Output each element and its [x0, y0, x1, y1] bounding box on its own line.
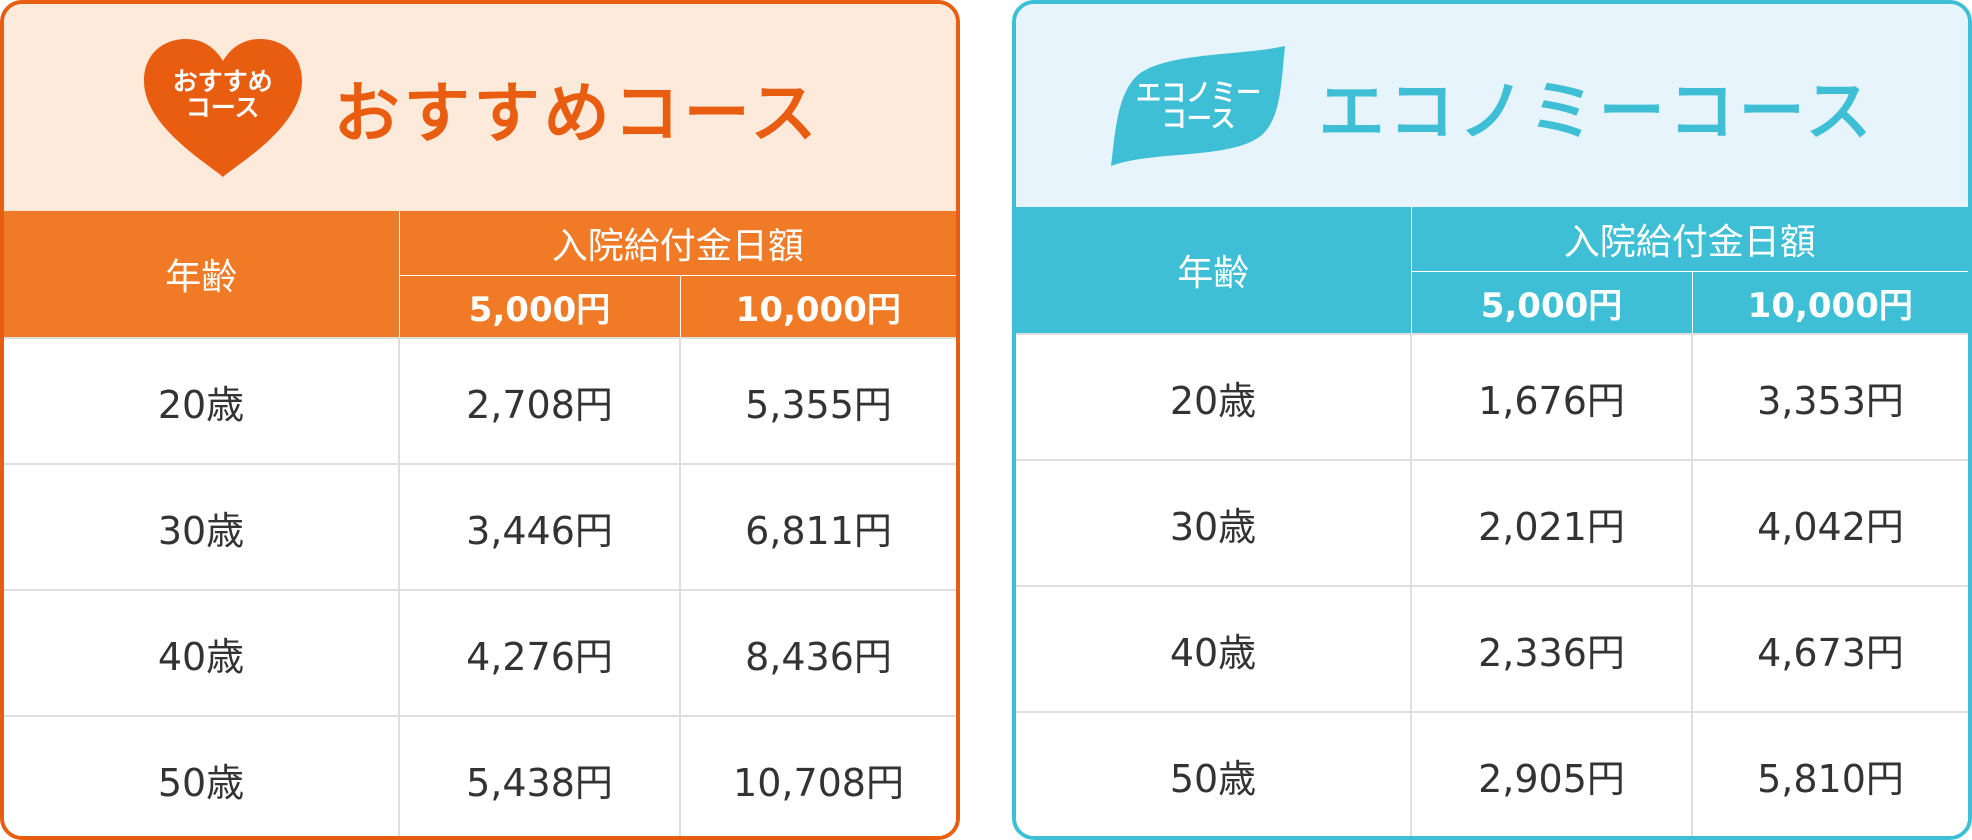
- recommended-course-header: おすすめ コース おすすめコース: [4, 4, 956, 211]
- table-row: 50歳 2,905円 5,810円: [1016, 711, 1968, 836]
- age-cell: 40歳: [1016, 585, 1412, 713]
- premium-5000-cell: 2,336円: [1410, 585, 1693, 713]
- economy-premium-table: 年齢 入院給付金日額 5,000円 10,000円 20歳 1,676円 3,3…: [1016, 207, 1968, 836]
- recommended-premium-table: 年齢 入院給付金日額 5,000円 10,000円 20歳 2,708円 5,3…: [4, 211, 956, 836]
- premium-10000-cell: 6,811円: [678, 463, 956, 591]
- age-cell: 20歳: [4, 337, 400, 465]
- age-cell: 30歳: [1016, 459, 1412, 587]
- premium-10000-cell: 5,810円: [1690, 711, 1968, 836]
- badge-label-line1: おすすめ: [172, 66, 273, 96]
- premium-5000-cell: 4,276円: [398, 589, 681, 717]
- premium-10000-cell: 5,355円: [678, 337, 956, 465]
- amount-10000-header: 10,000円: [1691, 270, 1968, 335]
- premium-5000-cell: 1,676円: [1410, 333, 1693, 461]
- badge-label-line2: コース: [1161, 103, 1236, 133]
- premium-10000-cell: 8,436円: [678, 589, 956, 717]
- age-column-header: 年齢: [4, 211, 400, 339]
- economy-course-card: エコノミー コース エコノミーコース 年齢 入院給付金日額 5,000円 10,…: [1012, 0, 1972, 840]
- premium-10000-cell: 4,673円: [1690, 585, 1968, 713]
- benefit-column-header: 入院給付金日額: [1410, 207, 1968, 272]
- age-column-header: 年齢: [1016, 207, 1412, 335]
- table-row: 30歳 2,021円 4,042円: [1016, 459, 1968, 587]
- table-row: 40歳 2,336円 4,673円: [1016, 585, 1968, 713]
- amount-5000-header: 5,000円: [1410, 270, 1693, 335]
- table-row: 40歳 4,276円 8,436円: [4, 589, 956, 717]
- table-row: 20歳 1,676円 3,353円: [1016, 333, 1968, 461]
- table-row: 50歳 5,438円 10,708円: [4, 715, 956, 836]
- recommended-course-title: おすすめコース: [333, 74, 821, 152]
- premium-10000-cell: 10,708円: [678, 715, 956, 836]
- amount-10000-header: 10,000円: [679, 274, 956, 339]
- economy-course-title: エコノミーコース: [1318, 72, 1876, 150]
- age-cell: 50歳: [1016, 711, 1412, 836]
- age-cell: 40歳: [4, 589, 400, 717]
- benefit-column-header: 入院給付金日額: [398, 211, 956, 276]
- recommended-course-card: おすすめ コース おすすめコース 年齢 入院給付金日額 5,000円 10,00…: [0, 0, 960, 840]
- table-row: 30歳 3,446円 6,811円: [4, 463, 956, 591]
- age-cell: 50歳: [4, 715, 400, 836]
- badge-label-line2: コース: [185, 92, 260, 122]
- heart-badge-icon: おすすめ コース: [140, 37, 306, 179]
- premium-10000-cell: 4,042円: [1690, 459, 1968, 587]
- premium-5000-cell: 2,708円: [398, 337, 681, 465]
- premium-5000-cell: 2,905円: [1410, 711, 1693, 836]
- leaf-badge-icon: エコノミー コース: [1109, 44, 1289, 168]
- premium-10000-cell: 3,353円: [1690, 333, 1968, 461]
- table-row: 20歳 2,708円 5,355円: [4, 337, 956, 465]
- amount-5000-header: 5,000円: [398, 274, 681, 339]
- premium-5000-cell: 5,438円: [398, 715, 681, 836]
- badge-label-line1: エコノミー: [1136, 77, 1262, 107]
- premium-5000-cell: 2,021円: [1410, 459, 1693, 587]
- premium-5000-cell: 3,446円: [398, 463, 681, 591]
- age-cell: 30歳: [4, 463, 400, 591]
- economy-course-header: エコノミー コース エコノミーコース: [1016, 4, 1968, 207]
- age-cell: 20歳: [1016, 333, 1412, 461]
